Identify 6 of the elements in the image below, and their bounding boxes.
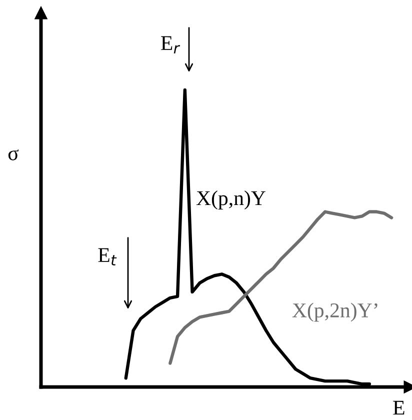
y-axis-title: σ xyxy=(8,149,19,160)
series-label: X(p,2n)Y’ xyxy=(292,302,378,322)
annotation: E$_{t}$ xyxy=(98,248,117,266)
x-axis-title: E xyxy=(393,400,404,415)
series-label: X(p,n)Y xyxy=(196,190,266,210)
text: E$_{r}$ xyxy=(161,36,180,54)
